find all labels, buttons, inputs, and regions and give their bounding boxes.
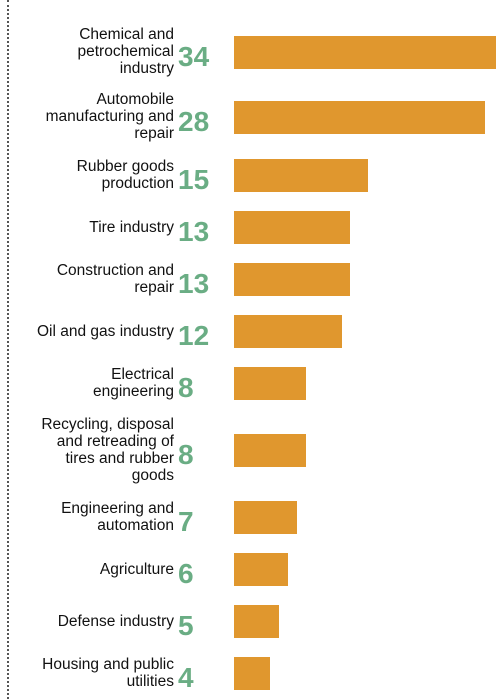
value-label: 28 xyxy=(178,105,210,137)
bar-row: Recycling, disposal and retreading of ti… xyxy=(0,416,496,484)
value-label: 13 xyxy=(178,216,210,247)
bar-row: Rubber goods production 15 xyxy=(0,156,496,194)
category-label: Housing and public utilities xyxy=(42,656,174,690)
value-label: 34 xyxy=(178,40,210,72)
bar xyxy=(234,159,369,192)
bar-row: Chemical and petrochemical industry 34 xyxy=(0,26,496,77)
category-label: Chemical and petrochemical industry xyxy=(77,26,175,77)
bar xyxy=(234,434,306,467)
bar xyxy=(234,211,351,244)
category-label: Engineering and automation xyxy=(61,500,174,534)
category-label: Oil and gas industry xyxy=(37,322,174,340)
value-label: 8 xyxy=(178,372,194,403)
value-label: 8 xyxy=(178,439,194,470)
bar xyxy=(234,315,342,348)
bar xyxy=(234,553,288,586)
bar xyxy=(234,35,496,69)
bar xyxy=(234,657,270,690)
category-label: Construction and repair xyxy=(56,262,174,296)
category-label: Automobile manufacturing and repair xyxy=(45,91,174,142)
bar xyxy=(234,367,306,400)
bar xyxy=(234,263,351,296)
value-label: 6 xyxy=(178,558,194,589)
category-label: Electrical engineering xyxy=(92,366,174,400)
value-label: 4 xyxy=(178,662,194,693)
bar xyxy=(234,605,279,638)
bar-row: Agriculture 6 xyxy=(0,550,496,588)
category-label: Rubber goods production xyxy=(76,158,174,192)
bar-row: Oil and gas industry 12 xyxy=(0,312,496,350)
value-label: 7 xyxy=(178,506,194,537)
dotted-border xyxy=(7,0,9,699)
bar-row: Construction and repair 13 xyxy=(0,260,496,298)
bar xyxy=(234,100,485,134)
category-label: Agriculture xyxy=(99,560,174,578)
value-label: 13 xyxy=(178,268,210,299)
value-label: 15 xyxy=(178,164,210,195)
bar-list: Chemical and petrochemical industry 34 Aut… xyxy=(0,26,496,699)
bar-row: Engineering and automation 7 xyxy=(0,498,496,536)
category-label: Defense industry xyxy=(57,612,174,630)
category-label: Tire industry xyxy=(89,218,174,236)
bar-row: Automobile manufacturing and repair 28 xyxy=(0,91,496,142)
bar-row: Defense industry 5 xyxy=(0,602,496,640)
category-label: Recycling, disposal and retreading of ti… xyxy=(41,416,174,484)
bar-row: Electrical engineering 8 xyxy=(0,364,496,402)
bar xyxy=(234,501,297,534)
value-label: 12 xyxy=(178,320,210,351)
bar-row: Tire industry 13 xyxy=(0,208,496,246)
bar-row: Housing and public utilities 4 xyxy=(0,654,496,692)
value-label: 5 xyxy=(178,610,194,641)
